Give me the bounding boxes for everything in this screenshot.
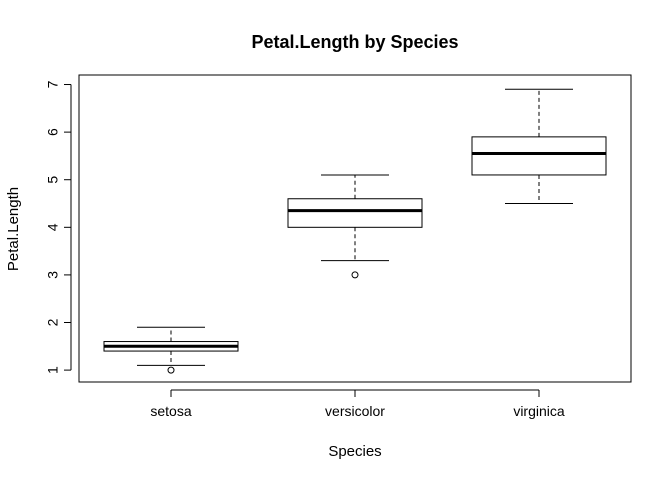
box-iqr	[471, 136, 607, 176]
plot-frame	[78, 74, 632, 383]
y-tick-label: 3	[45, 271, 61, 279]
x-tick-label: versicolor	[325, 403, 385, 419]
outlier-point	[351, 271, 359, 279]
x-tick-label: virginica	[513, 403, 565, 419]
y-tick-label: 7	[45, 80, 61, 88]
y-tick-label: 5	[45, 176, 61, 184]
chart-title: Petal.Length by Species	[251, 32, 458, 52]
y-tick-label: 2	[45, 318, 61, 326]
y-axis-label: Petal.Length	[5, 187, 22, 271]
x-axis-label: Species	[328, 443, 381, 460]
chart-marks: 1 2 3 4 5 6 7 setosa versicolor virginica	[45, 80, 607, 419]
x-tick-label: setosa	[150, 403, 191, 419]
y-tick-label: 4	[45, 223, 61, 231]
box-iqr	[287, 198, 423, 228]
y-tick-label: 6	[45, 128, 61, 136]
outlier-point	[167, 366, 175, 374]
y-tick-label: 1	[45, 366, 61, 374]
